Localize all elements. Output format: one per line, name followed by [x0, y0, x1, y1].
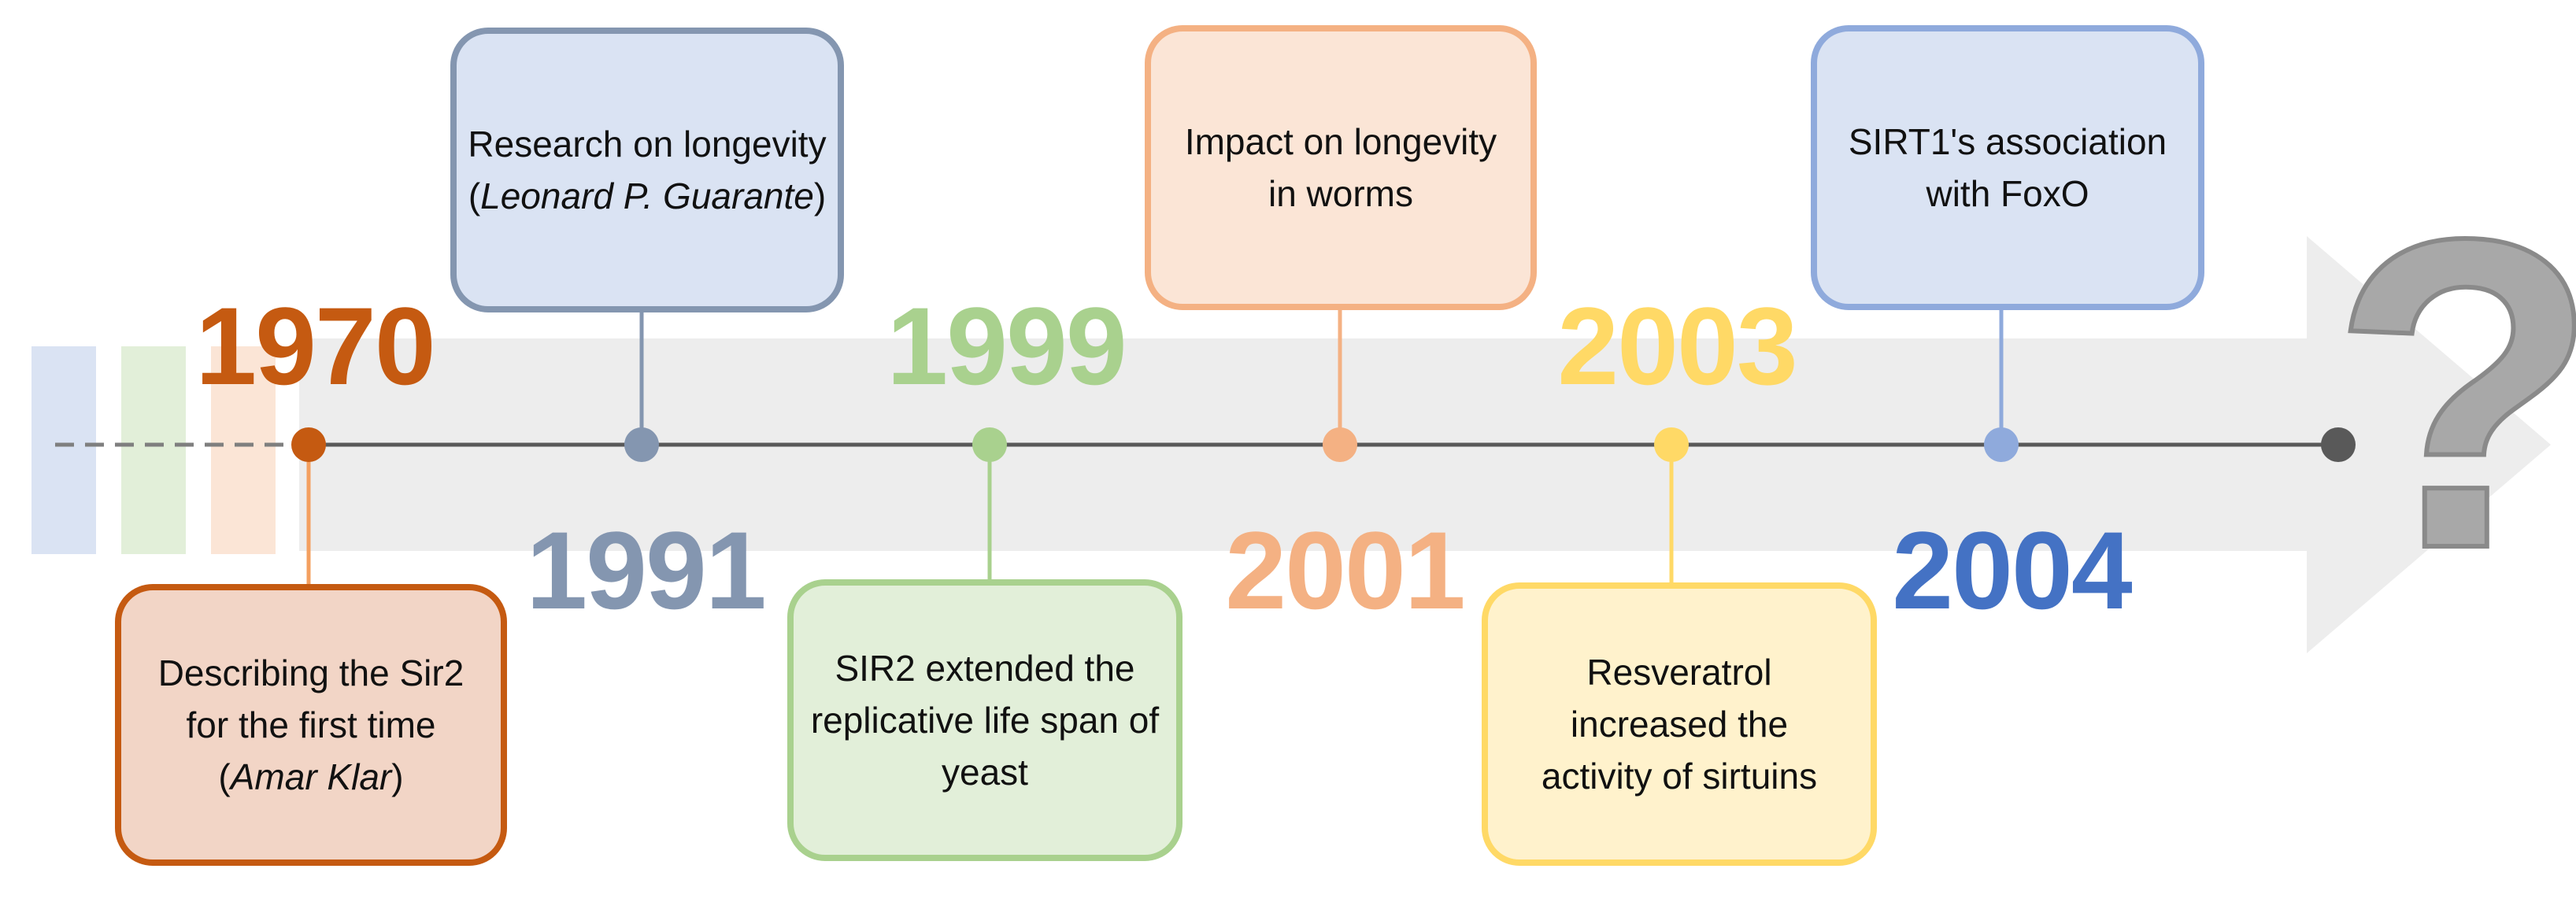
event-1970-line2: for the first time — [186, 704, 436, 745]
event-2003-line3: activity of sirtuins — [1541, 756, 1818, 797]
event-1999-line1: SIR2 extended the — [835, 648, 1135, 689]
event-2003-line2: increased the — [1570, 704, 1789, 745]
year-label-1970: 1970 — [195, 284, 435, 408]
event-1991-line1: Research on longevity — [468, 124, 827, 165]
marker-future — [2321, 427, 2356, 462]
year-label-1999: 1999 — [886, 284, 1127, 408]
event-2001-line1: Impact on longevity — [1184, 121, 1497, 162]
event-box-2001: Impact on longevity in worms — [1145, 25, 1537, 310]
event-1999-line3: yeast — [942, 752, 1028, 793]
marker-2001 — [1323, 427, 1357, 462]
event-1999-line2: replicative life span of — [810, 700, 1160, 741]
marker-1970 — [291, 427, 326, 462]
year-label-2004: 2004 — [1892, 508, 2132, 632]
event-box-1999: SIR2 extended the replicative life span … — [787, 579, 1183, 861]
event-2004-line1: SIRT1's association — [1848, 121, 2167, 162]
marker-2004 — [1984, 427, 2019, 462]
fade-bar-blue — [31, 346, 96, 554]
event-1970-name: Amar Klar — [230, 756, 392, 797]
event-2003-line1: Resveratrol — [1586, 652, 1772, 693]
marker-2003 — [1654, 427, 1689, 462]
event-box-2003: Resveratrol increased the activity of si… — [1482, 582, 1877, 866]
event-2004-line2: with FoxO — [1926, 173, 2089, 214]
future-question-mark: ? — [2328, 147, 2576, 640]
event-box-2004: SIRT1's association with FoxO — [1811, 25, 2204, 310]
fade-bar-green — [121, 346, 186, 554]
event-1991-attribution: (Leonard P. Guarante) — [468, 176, 827, 216]
fade-bar-orange — [211, 346, 276, 554]
year-label-2003: 2003 — [1557, 284, 1797, 408]
event-1991-name: Leonard P. Guarante — [480, 176, 814, 216]
event-box-1970: Describing the Sir2 for the first time (… — [115, 584, 507, 866]
marker-1991 — [624, 427, 659, 462]
event-1970-attribution: (Amar Klar) — [218, 756, 404, 797]
marker-1999 — [972, 427, 1007, 462]
event-2001-line2: in worms — [1268, 173, 1413, 214]
event-1970-line1: Describing the Sir2 — [157, 652, 464, 693]
year-label-2001: 2001 — [1225, 508, 1465, 632]
event-box-1991: Research on longevity (Leonard P. Guaran… — [450, 28, 844, 312]
year-label-1991: 1991 — [526, 508, 766, 632]
